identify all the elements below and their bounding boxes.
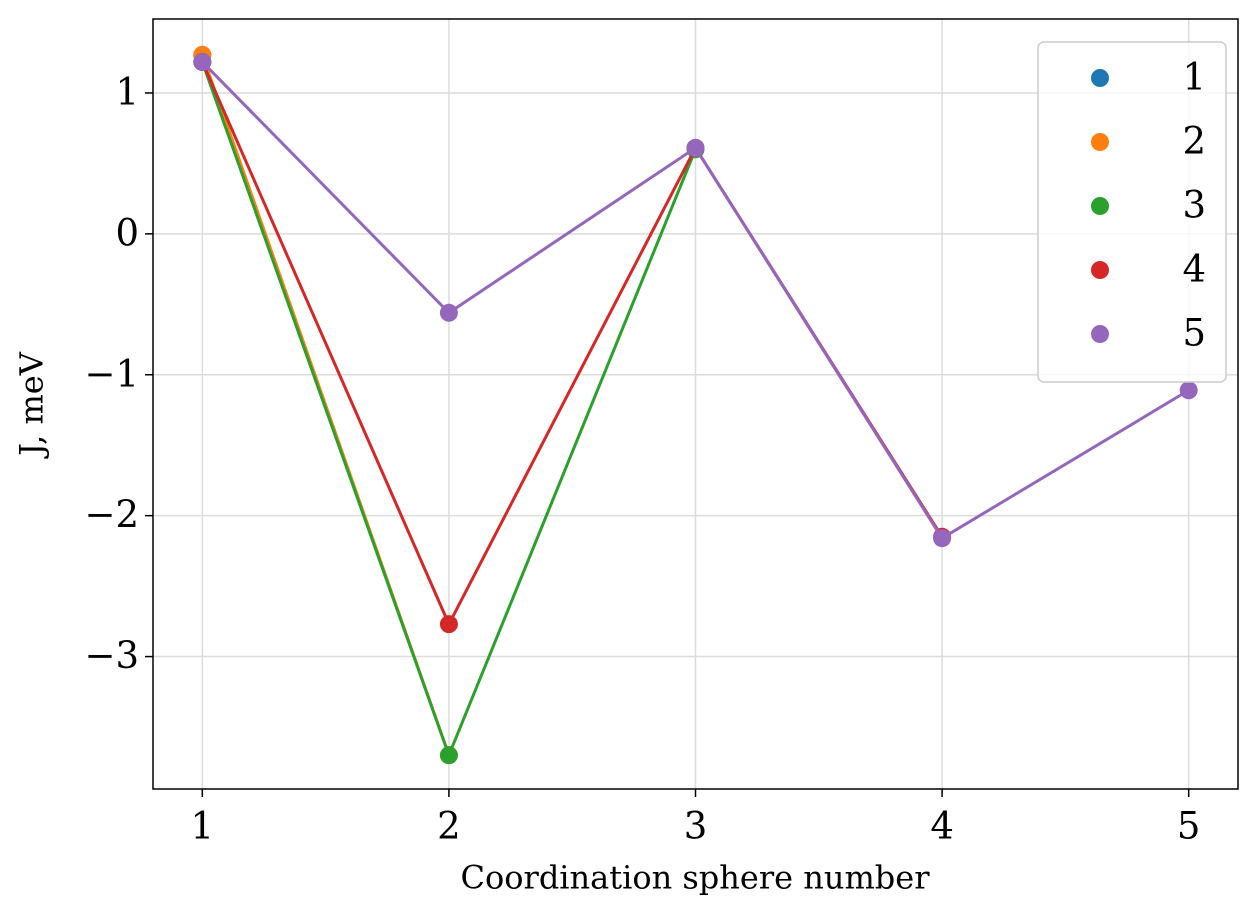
y-tick-label: 1 (115, 70, 139, 113)
x-tick-label: 3 (684, 805, 708, 848)
legend-marker (1091, 133, 1109, 151)
legend-marker (1091, 197, 1109, 215)
legend-label: 3 (1182, 184, 1206, 227)
x-axis-label: Coordination sphere number (461, 859, 931, 897)
series-point (1179, 381, 1198, 400)
series-point (439, 615, 458, 634)
series-point (439, 303, 458, 322)
y-tick-label: 0 (115, 211, 139, 254)
plot-frame (152, 18, 1239, 790)
x-tick-label: 5 (1177, 805, 1201, 848)
legend-marker (1091, 261, 1109, 279)
x-tick-label: 1 (191, 805, 215, 848)
x-tick-label: 4 (930, 805, 954, 848)
legend-marker (1091, 325, 1109, 343)
y-tick-label: −1 (84, 352, 139, 395)
legend-label: 2 (1182, 120, 1206, 163)
series-point (439, 746, 458, 765)
series-point (193, 52, 212, 71)
legend-label: 5 (1182, 312, 1206, 355)
series-point (686, 138, 705, 157)
series-line (200, 61, 944, 628)
y-tick-label: −3 (84, 634, 139, 677)
legend-box (1037, 41, 1227, 383)
legend-marker (1091, 69, 1109, 87)
legend-label: 1 (1182, 56, 1206, 99)
series-point (933, 529, 952, 548)
legend-label: 4 (1182, 248, 1206, 291)
x-tick-label: 2 (437, 805, 461, 848)
y-axis-label: J, meV (13, 351, 51, 459)
y-tick-label: −2 (84, 493, 139, 536)
